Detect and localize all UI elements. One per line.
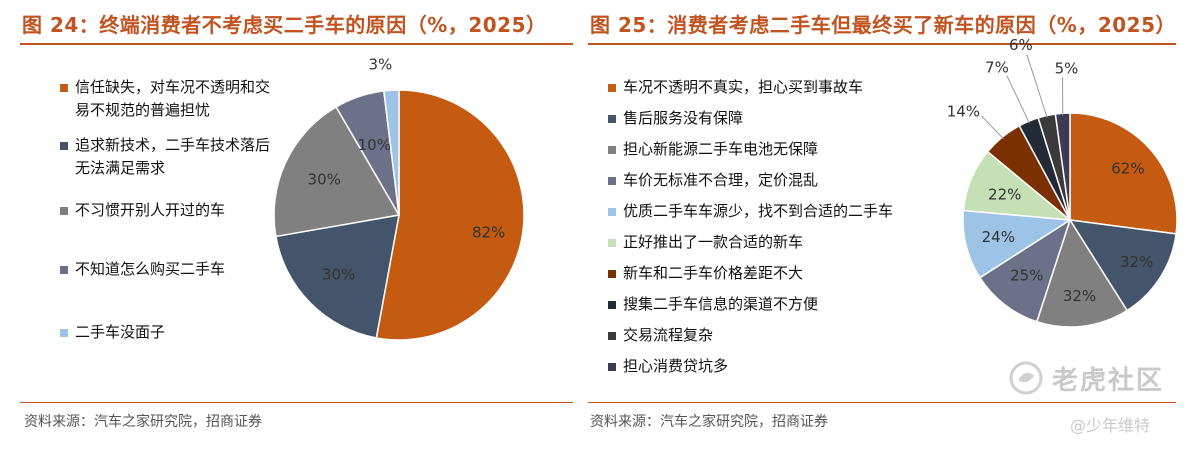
pie-slice xyxy=(383,89,400,216)
legend-label: 车价无标准不合理，定价混乱 xyxy=(623,171,819,189)
legend-swatch xyxy=(608,301,616,309)
legend-swatch xyxy=(60,207,68,215)
legend-swatch xyxy=(608,332,616,340)
community-logo-icon xyxy=(1009,361,1043,395)
legend-item: 交易流程复杂 xyxy=(608,324,713,347)
legend-swatch xyxy=(608,146,616,154)
title-divider xyxy=(588,43,1176,45)
chart-panel-left: 图 24：终端消费者不考虑买二手车的原因（%，2025） 信任缺失，对车况不透明… xyxy=(0,0,575,449)
slice-value-label: 24% xyxy=(982,228,1015,246)
source-divider xyxy=(20,402,573,403)
legend-label: 追求新技术，二手车技术落后无法满足需求 xyxy=(75,136,271,177)
source-divider xyxy=(588,402,1176,403)
legend-swatch xyxy=(608,208,616,216)
legend-label: 优质二手车车源少，找不到合适的二手车 xyxy=(623,202,894,220)
pie-slice xyxy=(273,105,401,238)
legend-swatch xyxy=(608,84,616,92)
slice-value-label: 30% xyxy=(308,171,341,189)
legend-item: 车价无标准不合理，定价混乱 xyxy=(608,169,818,192)
legend-label: 不习惯开别人开过的车 xyxy=(75,201,226,219)
legend-label: 二手车没面子 xyxy=(75,323,166,341)
legend-item: 担心新能源二手车电池无保障 xyxy=(608,138,818,161)
legend-swatch xyxy=(608,177,616,185)
legend-item: 二手车没面子 xyxy=(60,321,275,344)
legend-swatch xyxy=(608,239,616,247)
legend-label: 交易流程复杂 xyxy=(623,326,714,344)
pie-chart: 82% 30% 30% 10% 3% xyxy=(273,55,525,341)
slice-value-label: 62% xyxy=(1111,160,1144,178)
slice-value-label: 7% xyxy=(985,58,1009,76)
leader-line xyxy=(981,115,1004,140)
chart-title: 图 24：终端消费者不考虑买二手车的原因（%，2025） xyxy=(22,13,547,37)
legend-item: 优质二手车车源少，找不到合适的二手车 xyxy=(608,200,893,223)
legend-swatch xyxy=(60,84,68,92)
legend-label: 不知道怎么购买二手车 xyxy=(75,260,226,278)
legend-item: 售后服务没有保障 xyxy=(608,107,743,130)
legend-item: 追求新技术，二手车技术落后无法满足需求 xyxy=(60,134,275,180)
legend-item: 搜集二手车信息的渠道不方便 xyxy=(608,293,818,316)
leader-line xyxy=(1006,75,1030,124)
slice-value-label: 5% xyxy=(1055,60,1079,78)
legend-swatch xyxy=(60,142,68,150)
slice-value-label: 32% xyxy=(1063,287,1096,305)
pie-slice xyxy=(1068,219,1177,312)
slice-value-label: 25% xyxy=(1010,266,1043,284)
pie-slice xyxy=(375,89,525,341)
slice-value-label: 10% xyxy=(358,136,391,154)
slice-value-label: 32% xyxy=(1120,253,1153,271)
title-divider xyxy=(20,43,573,45)
legend-label: 搜集二手车信息的渠道不方便 xyxy=(623,295,819,313)
legend-swatch xyxy=(608,115,616,123)
legend-item: 担心消费贷坑多 xyxy=(608,355,728,378)
chart-title: 图 25：消费者考虑二手车但最终买了新车的原因（%，2025） xyxy=(590,13,1176,37)
legend-label: 正好推出了一款合适的新车 xyxy=(623,233,804,251)
slice-value-label: 22% xyxy=(988,186,1021,204)
legend-item: 新车和二手车价格差距不大 xyxy=(608,262,803,285)
watermark-author: @少年维特 xyxy=(1070,416,1151,435)
legend-item: 信任缺失，对车况不透明和交易不规范的普遍担忧 xyxy=(60,76,275,122)
source-note: 资料来源：汽车之家研究院，招商证券 xyxy=(590,414,828,430)
legend-label: 信任缺失，对车况不透明和交易不规范的普遍担忧 xyxy=(75,78,271,119)
slice-value-label: 14% xyxy=(947,102,980,120)
legend-swatch xyxy=(60,266,68,274)
watermark: 老虎社区 xyxy=(1008,358,1188,398)
legend-item: 不知道怎么购买二手车 xyxy=(60,258,275,281)
source-note: 资料来源：汽车之家研究院，招商证券 xyxy=(24,414,262,430)
pie-slice xyxy=(274,214,400,339)
pie-slice xyxy=(1069,112,1178,235)
legend-label: 售后服务没有保障 xyxy=(623,109,744,127)
legend-label: 担心新能源二手车电池无保障 xyxy=(623,140,819,158)
pie-slice xyxy=(962,209,1073,279)
watermark-text: 老虎社区 xyxy=(1052,365,1165,396)
slice-value-label: 82% xyxy=(472,224,505,242)
legend-item: 不习惯开别人开过的车 xyxy=(60,199,275,222)
slice-value-label: 6% xyxy=(1009,36,1033,54)
pie-slice xyxy=(978,218,1072,323)
slice-value-label: 30% xyxy=(322,265,355,283)
legend-swatch xyxy=(60,329,68,337)
pie-chart: 62% 32% 32% 25% 24% 22% 14% 7%6% 5% xyxy=(947,36,1178,328)
legend-label: 车况不透明不真实，担心买到事故车 xyxy=(623,78,864,96)
legend-item: 正好推出了一款合适的新车 xyxy=(608,231,803,254)
slice-value-label: 3% xyxy=(368,55,392,73)
legend-swatch xyxy=(608,363,616,371)
legend-swatch xyxy=(608,270,616,278)
pie-slice xyxy=(1035,218,1129,328)
leader-line xyxy=(1026,54,1048,118)
legend-label: 担心消费贷坑多 xyxy=(623,357,729,375)
legend-label: 新车和二手车价格差距不大 xyxy=(623,264,804,282)
legend-item: 车况不透明不真实，担心买到事故车 xyxy=(608,76,863,99)
chart-panel-right: 图 25：消费者考虑二手车但最终买了新车的原因（%，2025） 车况不透明不真实… xyxy=(588,0,1200,449)
